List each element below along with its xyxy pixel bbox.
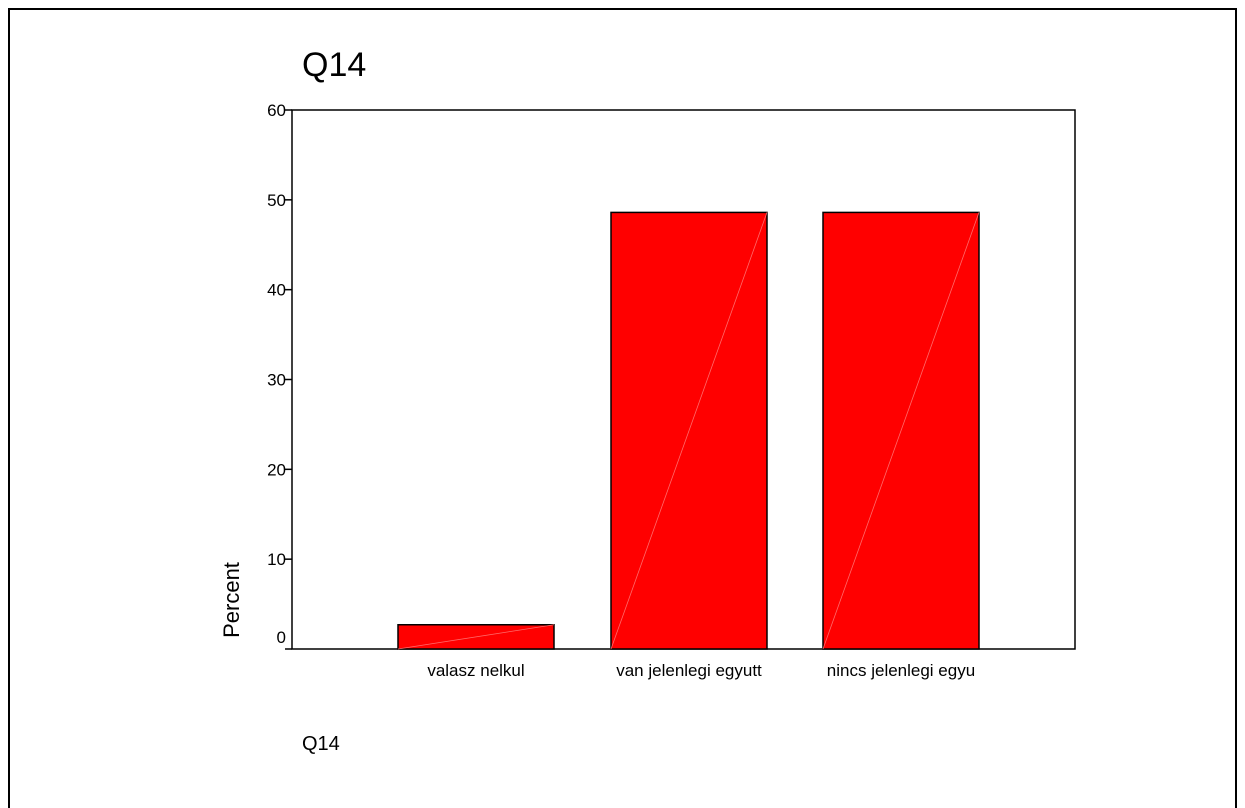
x-axis: valasz nelkul van jelenlegi egyutt nincs j… <box>427 661 975 680</box>
chart-frame <box>8 8 1237 808</box>
y-axis-label: Percent <box>219 562 244 638</box>
bar-chart: Q14 0 10 20 30 40 50 60 valasz nelkul van jelen… <box>219 46 1076 755</box>
y-tick-label: 50 <box>267 191 286 210</box>
y-tick-label: 10 <box>267 550 286 569</box>
bar-shading-line <box>397 624 555 650</box>
bar-shading-line <box>610 212 768 650</box>
x-axis-label: Q14 <box>302 733 340 755</box>
x-tick-label: valasz nelkul <box>427 661 524 680</box>
chart-title: Q14 <box>302 46 366 84</box>
y-tick-label: 20 <box>267 460 286 479</box>
bar-shading-line <box>822 212 980 650</box>
y-tick-label: 0 <box>277 628 286 647</box>
bars <box>397 211 980 650</box>
y-tick-label: 40 <box>267 281 286 300</box>
x-tick-label: van jelenlegi egyutt <box>616 661 762 680</box>
x-tick-label: nincs jelenlegi egyu <box>827 661 975 680</box>
y-axis: 0 10 20 30 40 50 60 <box>267 101 292 650</box>
y-tick-label: 30 <box>267 371 286 390</box>
y-tick-label: 60 <box>267 101 286 120</box>
